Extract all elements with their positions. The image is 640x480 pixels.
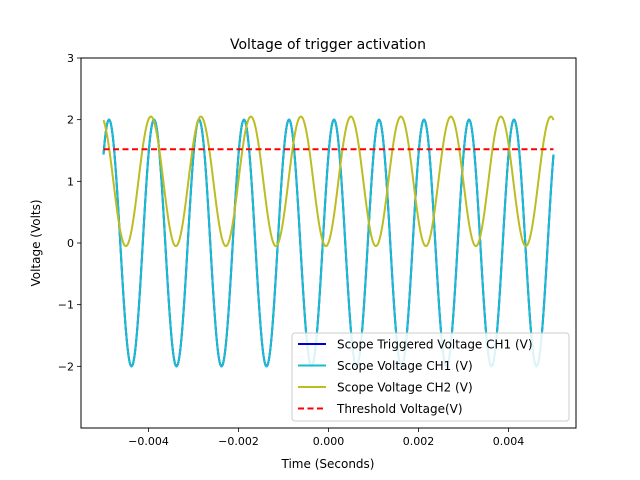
- x-tick-label: 0.004: [493, 435, 525, 448]
- y-tick-label: 3: [67, 52, 74, 65]
- legend-label-1: Scope Triggered Voltage CH1 (V): [337, 338, 533, 352]
- x-tick-label: 0.002: [403, 435, 435, 448]
- x-axis-label: Time (Seconds): [281, 457, 375, 471]
- series-line-2: [102, 118, 555, 368]
- y-tick-label: 0: [67, 237, 74, 250]
- y-tick-label: −1: [58, 299, 74, 312]
- legend-label-4: Threshold Voltage(V): [336, 402, 463, 416]
- y-tick-label: 1: [67, 175, 74, 188]
- chart-title: Voltage of trigger activation: [230, 37, 426, 53]
- x-tick-label: 0.000: [313, 435, 345, 448]
- y-tick-label: 2: [67, 114, 74, 127]
- series-line-3: [102, 115, 555, 248]
- x-axis: −0.004 −0.002 0.000 0.002 0.004: [128, 428, 524, 448]
- legend-label-2: Scope Voltage CH1 (V): [337, 359, 473, 373]
- legend-label-3: Scope Voltage CH2 (V): [337, 381, 473, 395]
- legend-box: [291, 332, 570, 422]
- x-tick-label: −0.002: [218, 435, 259, 448]
- y-axis: −2 −1 0 1 2 3: [58, 52, 81, 373]
- legend: Scope Triggered Voltage CH1 (V) Scope Vol…: [291, 332, 570, 422]
- y-axis-label: Voltage (Volts): [29, 199, 43, 286]
- plot-area: [102, 115, 555, 368]
- x-tick-label: −0.004: [128, 435, 169, 448]
- y-tick-label: −2: [58, 360, 74, 373]
